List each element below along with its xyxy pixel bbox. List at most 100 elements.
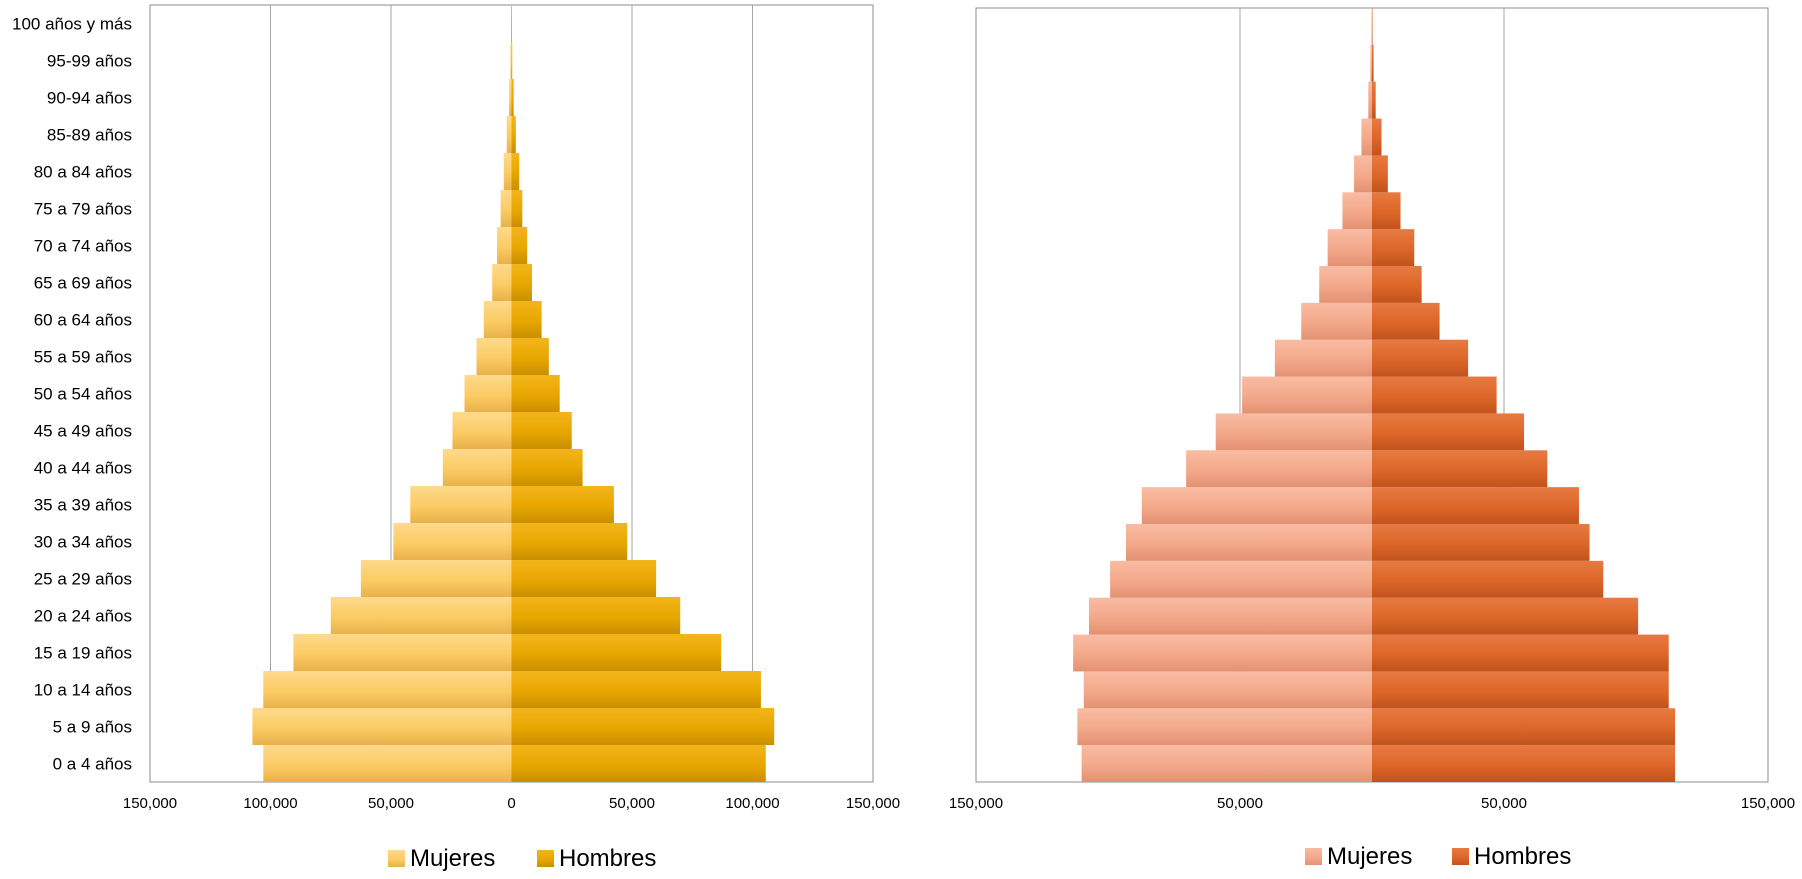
category-label: 100 años y más [12, 15, 132, 34]
bar-mujeres-7 [410, 486, 512, 523]
x-tick-label: 150,000 [846, 795, 900, 812]
bar-mujeres-19 [1370, 44, 1372, 82]
bar-mujeres-3 [293, 634, 512, 671]
bar-mujeres-18 [509, 79, 512, 116]
bar-hombres-12 [1372, 302, 1440, 340]
x-tick-label: 150,000 [123, 795, 177, 812]
x-tick-label: 50,000 [368, 795, 414, 812]
bar-hombres-4 [511, 597, 681, 634]
bar-mujeres-11 [476, 338, 512, 375]
bar-mujeres-12 [1301, 302, 1372, 340]
bar-hombres-10 [511, 375, 560, 412]
bar-hombres-4 [1372, 597, 1639, 635]
bar-mujeres-20 [1371, 8, 1372, 45]
category-label: 20 a 24 años [34, 607, 132, 626]
bar-mujeres-4 [330, 597, 512, 634]
bar-mujeres-14 [1327, 229, 1372, 266]
bar-mujeres-12 [483, 301, 512, 338]
x-tick-label: 50,000 [1217, 795, 1263, 812]
bar-mujeres-6 [1125, 524, 1372, 561]
bar-hombres-16 [1372, 155, 1388, 193]
category-label: 90-94 años [47, 89, 132, 108]
bar-hombres-10 [1372, 376, 1497, 414]
bar-hombres-2 [1372, 671, 1669, 709]
bar-mujeres-1 [252, 708, 512, 745]
bar-hombres-2 [511, 671, 761, 708]
bar-hombres-11 [511, 338, 549, 375]
bar-hombres-13 [1372, 266, 1422, 303]
bar-hombres-16 [511, 153, 520, 190]
bar-hombres-8 [511, 449, 583, 486]
chart-left: 150,000 100,000 50,000 0 50,000 100,000 150,00… [12, 4, 900, 872]
bar-hombres-15 [1372, 192, 1401, 230]
category-label: 75 a 79 años [34, 200, 132, 219]
category-label: 65 a 69 años [34, 274, 132, 293]
bar-hombres-20 [1372, 8, 1373, 45]
bar-hombres-13 [511, 264, 532, 301]
bar-mujeres-9 [1215, 413, 1372, 451]
bar-mujeres-7 [1141, 487, 1372, 524]
bar-hombres-15 [511, 190, 523, 227]
bar-mujeres-6 [393, 523, 512, 560]
bar-mujeres-3 [1073, 634, 1372, 672]
legend-label-mujeres: Mujeres [1327, 843, 1412, 870]
category-label: 70 a 74 años [34, 237, 132, 256]
category-label: 40 a 44 años [34, 459, 132, 478]
bar-mujeres-10 [464, 375, 512, 412]
bar-hombres-0 [1372, 745, 1676, 782]
category-label: 10 a 14 años [34, 681, 132, 700]
bar-hombres-9 [511, 412, 572, 449]
bar-mujeres-0 [263, 745, 512, 782]
bar-mujeres-2 [1083, 671, 1372, 709]
bar-mujeres-1 [1077, 708, 1372, 746]
bar-hombres-18 [511, 79, 514, 116]
bar-mujeres-17 [1361, 118, 1372, 156]
bar-mujeres-15 [1342, 192, 1372, 230]
bar-mujeres-13 [1319, 266, 1372, 303]
bar-hombres-1 [511, 708, 775, 745]
bar-mujeres-17 [506, 116, 512, 153]
legend-swatch-hombres [537, 850, 554, 867]
bar-hombres-11 [1372, 339, 1469, 377]
x-tick-label: 50,000 [609, 795, 655, 812]
bar-mujeres-5 [1110, 560, 1372, 598]
x-tick-label: 100,000 [243, 795, 297, 812]
bar-mujeres-18 [1368, 81, 1372, 119]
bar-mujeres-5 [360, 560, 512, 597]
legend-swatch-mujeres [1305, 848, 1322, 865]
bar-hombres-12 [511, 301, 542, 338]
bar-mujeres-8 [1186, 450, 1372, 488]
category-label: 45 a 49 años [34, 422, 132, 441]
bar-hombres-7 [511, 486, 614, 523]
chart-right: 150,000 50,000 50,000 150,000 Mujeres Hombres [949, 7, 1795, 870]
category-label: 60 a 64 años [34, 311, 132, 330]
category-label: 30 a 34 años [34, 533, 132, 552]
category-label: 15 a 19 años [34, 644, 132, 663]
bar-hombres-3 [1372, 634, 1669, 672]
bar-mujeres-19 [510, 42, 512, 79]
bar-mujeres-2 [263, 671, 512, 708]
bar-hombres-6 [511, 523, 628, 560]
category-label: 55 a 59 años [34, 348, 132, 367]
legend-label-mujeres: Mujeres [410, 845, 495, 872]
bar-hombres-0 [511, 745, 766, 782]
category-label: 95-99 años [47, 52, 132, 71]
bar-hombres-6 [1372, 524, 1590, 561]
bar-mujeres-4 [1088, 597, 1372, 635]
bar-hombres-17 [1372, 118, 1382, 156]
category-label: 85-89 años [47, 126, 132, 145]
bar-mujeres-13 [492, 264, 512, 301]
bar-hombres-1 [1372, 708, 1676, 746]
bar-hombres-7 [1372, 487, 1579, 524]
x-tick-label: 150,000 [1741, 795, 1795, 812]
bar-mujeres-15 [500, 190, 512, 227]
bar-mujeres-9 [452, 412, 512, 449]
legend-label-hombres: Hombres [559, 845, 656, 872]
bar-mujeres-16 [1354, 155, 1372, 193]
legend-label-hombres: Hombres [1474, 843, 1571, 870]
bar-mujeres-10 [1242, 376, 1372, 414]
bar-hombres-8 [1372, 450, 1548, 488]
bar-hombres-5 [511, 560, 657, 597]
category-label: 5 a 9 años [53, 718, 132, 737]
legend-swatch-mujeres [388, 850, 405, 867]
